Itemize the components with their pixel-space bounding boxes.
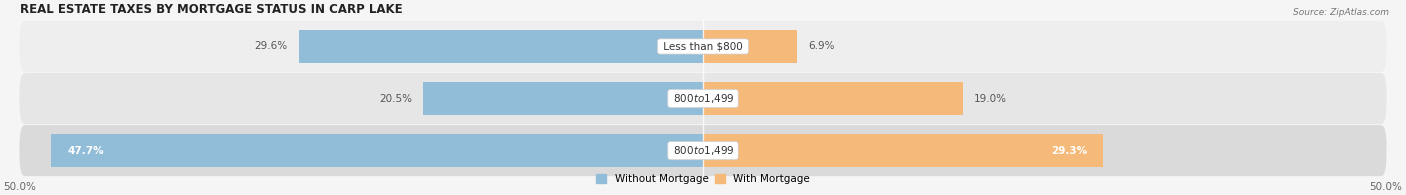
Text: 19.0%: 19.0% <box>973 94 1007 104</box>
Text: 29.6%: 29.6% <box>254 42 288 51</box>
Bar <box>423 82 703 115</box>
Bar <box>298 30 703 63</box>
Bar <box>703 135 1104 167</box>
FancyBboxPatch shape <box>20 21 1386 72</box>
Bar <box>703 82 963 115</box>
Text: 29.3%: 29.3% <box>1050 146 1087 156</box>
FancyBboxPatch shape <box>20 125 1386 176</box>
Text: 47.7%: 47.7% <box>67 146 104 156</box>
Bar <box>703 30 797 63</box>
Text: $800 to $1,499: $800 to $1,499 <box>671 92 735 105</box>
Text: Source: ZipAtlas.com: Source: ZipAtlas.com <box>1294 8 1389 17</box>
Text: 20.5%: 20.5% <box>380 94 412 104</box>
FancyBboxPatch shape <box>20 73 1386 124</box>
Legend: Without Mortgage, With Mortgage: Without Mortgage, With Mortgage <box>596 174 810 184</box>
Text: $800 to $1,499: $800 to $1,499 <box>671 144 735 157</box>
Text: 6.9%: 6.9% <box>808 42 835 51</box>
Bar <box>52 135 703 167</box>
Text: REAL ESTATE TAXES BY MORTGAGE STATUS IN CARP LAKE: REAL ESTATE TAXES BY MORTGAGE STATUS IN … <box>20 4 402 16</box>
Text: Less than $800: Less than $800 <box>659 42 747 51</box>
